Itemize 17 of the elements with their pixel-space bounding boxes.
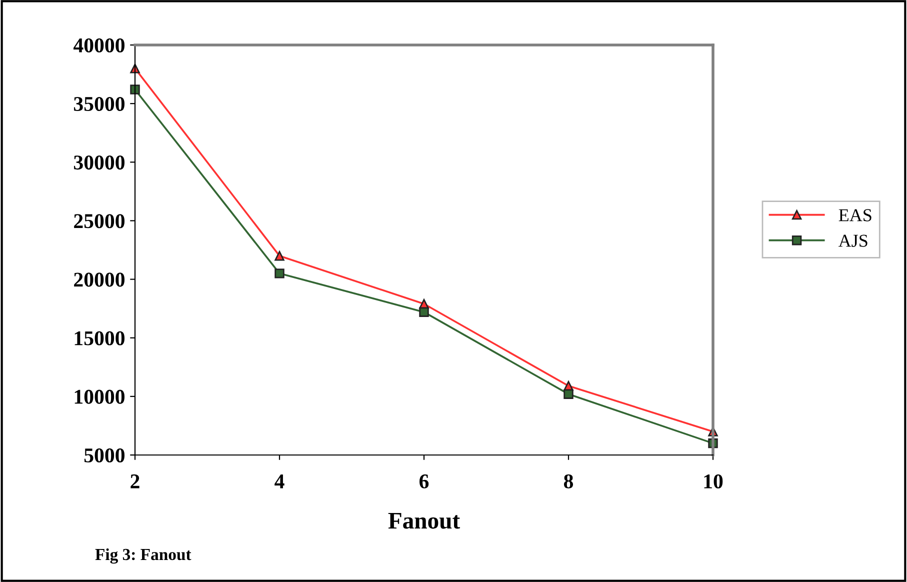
- y-tick-label: 10000: [74, 390, 124, 404]
- x-tick-label: 8: [564, 474, 574, 488]
- y-tick-label: 20000: [74, 272, 124, 287]
- y-tick-label: 35000: [74, 96, 124, 112]
- y-tick-label: 40000: [73, 38, 124, 52]
- y-tick-label: 25000: [74, 214, 124, 228]
- y-tick-label: 15000: [74, 331, 124, 346]
- x-tick-label: 6: [420, 474, 429, 488]
- caption: Fig 3: Fanout: [95, 548, 192, 564]
- x-tick-label: 2: [130, 474, 140, 488]
- y-tick-label: 5000: [84, 448, 124, 462]
- x-tick-label: 10: [704, 474, 723, 488]
- x-axis-title: Fanout: [388, 513, 460, 529]
- legend-label: AJS: [838, 234, 868, 247]
- x-tick-label: 4: [274, 474, 284, 488]
- y-tick-label: 30000: [74, 156, 124, 170]
- legend-label: EAS: [838, 209, 872, 222]
